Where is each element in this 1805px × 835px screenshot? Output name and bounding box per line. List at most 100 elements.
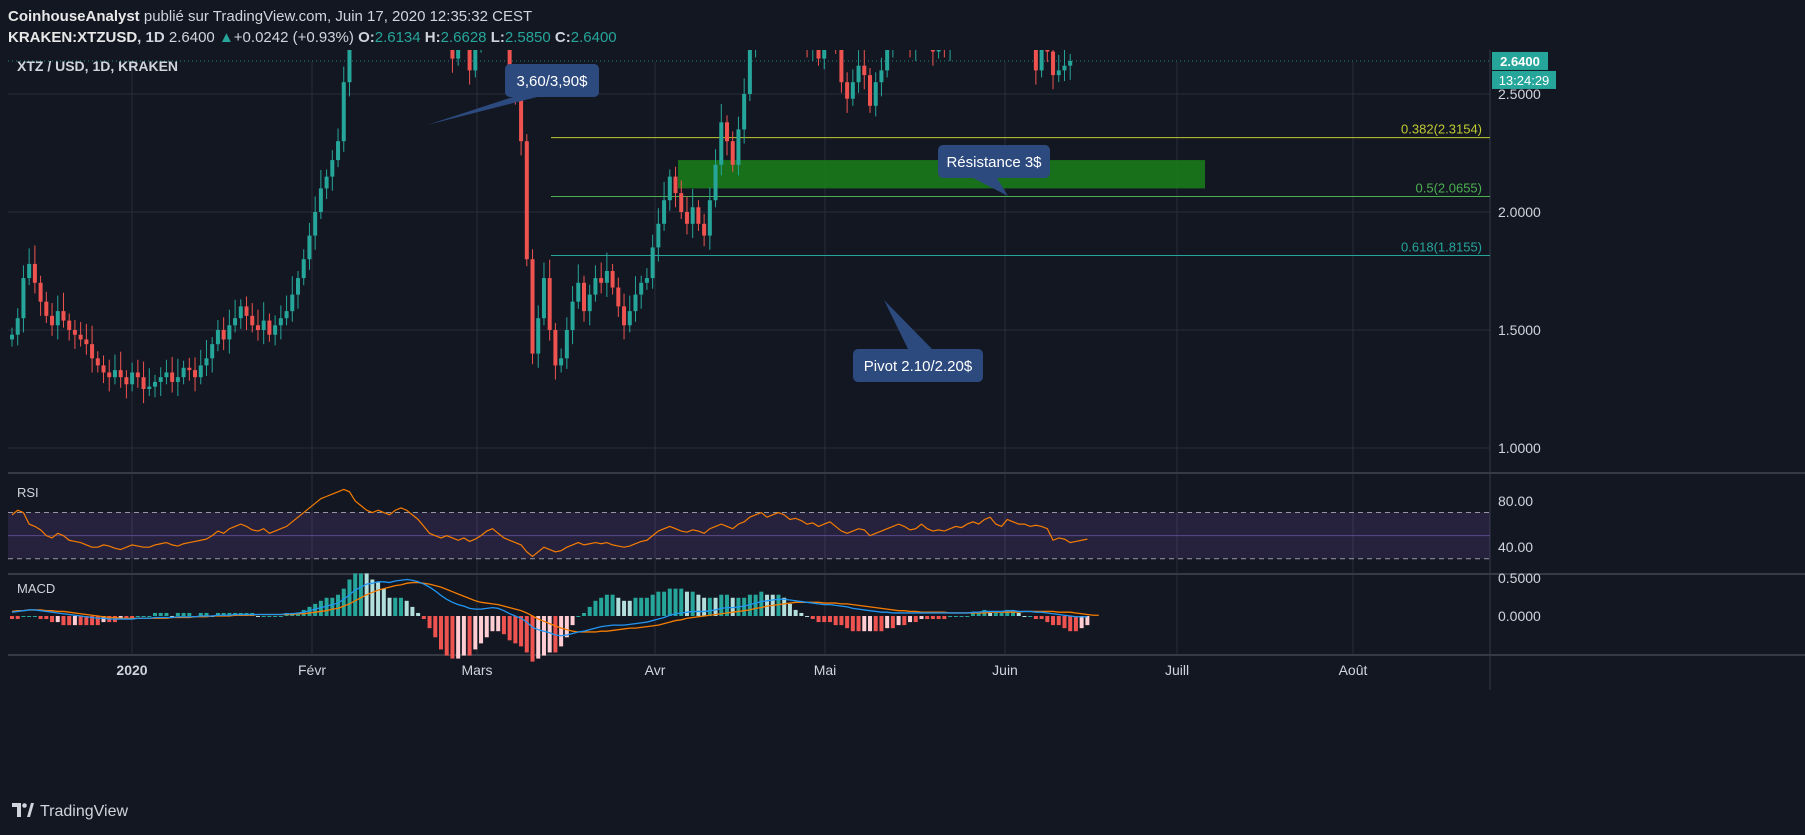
- candle: [450, 50, 455, 73]
- macd-histogram-bar: [336, 594, 341, 616]
- macd-histogram-bar: [175, 612, 180, 616]
- macd-histogram-bar: [656, 591, 661, 616]
- macd-histogram-bar: [10, 616, 14, 620]
- macd-histogram-bar: [667, 588, 672, 616]
- date-axis-label: Mars: [461, 662, 492, 678]
- candle: [1051, 50, 1056, 90]
- macd-histogram-bar: [1079, 616, 1084, 629]
- candle-body: [318, 188, 323, 212]
- macd-histogram-bar: [187, 612, 192, 616]
- macd-histogram-bar: [261, 616, 266, 617]
- chart-header: CoinhouseAnalyst publié sur TradingView.…: [0, 0, 1805, 50]
- candle: [175, 358, 180, 397]
- candle-body: [84, 339, 89, 345]
- candle-body: [170, 372, 175, 382]
- macd-histogram-bar: [61, 616, 66, 626]
- candle: [32, 245, 37, 294]
- macd-histogram-bar: [221, 612, 226, 616]
- macd-histogram-bar: [559, 616, 564, 647]
- macd-histogram-bar: [707, 597, 712, 616]
- macd-histogram-bar: [255, 616, 260, 617]
- macd-histogram-bar: [1045, 616, 1050, 623]
- candle-body: [1056, 70, 1061, 76]
- callout-text: Résistance 3$: [946, 154, 1042, 171]
- candle: [949, 50, 951, 61]
- candle-body: [336, 141, 341, 161]
- candle: [644, 268, 649, 290]
- countdown-tag: [1492, 70, 1556, 89]
- macd-histogram-bar: [296, 612, 300, 616]
- change-value: +0.0242 (+0.93%): [233, 29, 354, 46]
- candle-body: [250, 315, 255, 326]
- callout-pointer: [427, 97, 537, 125]
- candle: [347, 50, 352, 97]
- candle: [713, 149, 718, 208]
- candle-body: [662, 200, 667, 224]
- candle-body: [107, 372, 112, 378]
- macd-histogram-bar: [896, 616, 901, 626]
- candle-body: [330, 160, 335, 177]
- macd-histogram-bar: [616, 597, 621, 616]
- macd-histogram-bar: [307, 606, 312, 616]
- candle: [336, 128, 341, 168]
- macd-histogram-bar: [679, 588, 684, 616]
- candle-body: [130, 372, 135, 385]
- macd-histogram-bar: [524, 616, 529, 653]
- candle: [839, 50, 844, 93]
- candle-body: [587, 294, 592, 312]
- candle: [313, 196, 318, 250]
- chart-canvas[interactable]: 0.382(2.3154)0.5(2.0655)0.618(1.8155) 4.…: [0, 50, 1805, 790]
- candle: [742, 78, 747, 144]
- candle-body: [193, 370, 198, 378]
- candle: [261, 302, 266, 345]
- candle: [324, 169, 329, 200]
- macd-histogram-bar: [570, 616, 575, 626]
- macd-histogram-bar: [696, 594, 701, 616]
- macd-histogram-bar: [341, 588, 346, 616]
- macd-histogram-bar: [381, 588, 386, 616]
- candle: [627, 295, 632, 333]
- macd-histogram-bar: [50, 616, 55, 623]
- candle: [930, 50, 935, 66]
- candle: [27, 248, 32, 286]
- macd-histogram-bar: [902, 616, 907, 626]
- candle-body: [273, 325, 278, 335]
- author-name[interactable]: CoinhouseAnalyst: [8, 8, 140, 25]
- macd-histogram-bar: [358, 573, 363, 616]
- candle-body: [930, 50, 935, 52]
- last-price-tag: [1492, 51, 1548, 70]
- rsi-line: [11, 488, 1088, 558]
- candle: [1039, 50, 1044, 78]
- macd-histogram-bar: [662, 591, 667, 616]
- macd-histogram-bar: [993, 612, 998, 616]
- candle-body: [936, 50, 941, 52]
- candle-body: [164, 372, 169, 378]
- macd-histogram-bar: [885, 616, 890, 629]
- candle: [267, 313, 272, 342]
- macd-histogram-bar: [702, 597, 707, 616]
- symbol-label[interactable]: KRAKEN:XTZUSD: [8, 29, 138, 46]
- candle: [141, 361, 146, 404]
- candle-body: [313, 212, 318, 236]
- macd-histogram-bar: [519, 616, 524, 647]
- candle: [559, 348, 564, 373]
- macd-histogram-bar: [416, 612, 421, 616]
- candle: [599, 262, 604, 294]
- macd-histogram-bar: [833, 616, 838, 626]
- candle: [564, 317, 569, 369]
- candle-body: [553, 330, 558, 366]
- macd-histogram-bar: [370, 579, 375, 616]
- macd-histogram-bar: [1073, 616, 1078, 632]
- candle-body: [639, 282, 644, 295]
- macd-histogram-bar: [1039, 616, 1044, 620]
- candle-body: [885, 50, 890, 71]
- macd-histogram-bar: [318, 600, 323, 616]
- tradingview-logo[interactable]: TradingView: [12, 803, 128, 821]
- candle: [307, 222, 312, 270]
- macd-histogram-bar: [38, 616, 43, 620]
- candle: [238, 299, 243, 329]
- candle: [318, 169, 323, 220]
- rsi-title: RSI: [17, 485, 39, 500]
- candle-body: [124, 377, 129, 385]
- fib-label-1: 0.5(2.0655): [1416, 181, 1483, 196]
